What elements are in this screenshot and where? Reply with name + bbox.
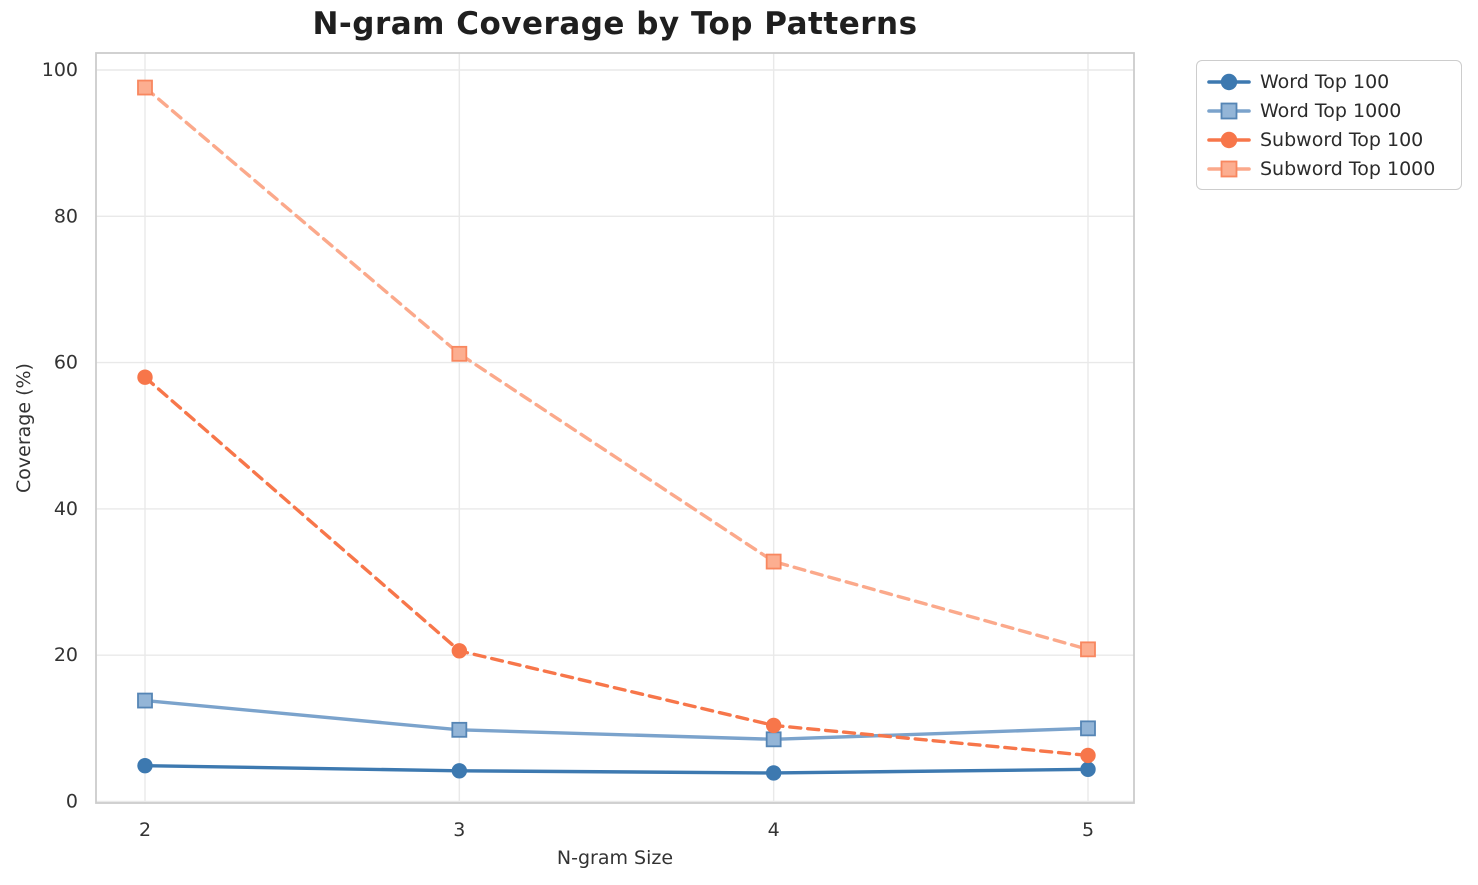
chart-title: N-gram Coverage by Top Patterns	[312, 6, 918, 42]
data-point-subword-top-100	[451, 643, 468, 659]
y-axis-label: Coverage (%)	[13, 363, 35, 493]
data-point-subword-top-1000	[1080, 641, 1096, 658]
data-point-subword-top-100	[765, 717, 782, 734]
data-point-word-top-1000	[137, 692, 153, 709]
legend-marker-circle	[1220, 131, 1238, 148]
legend: Word Top 100 Word Top 1000 Subword Top 1…	[1196, 60, 1462, 190]
data-point-word-top-100	[137, 757, 153, 774]
x-tick-label-4: 4	[768, 819, 780, 841]
legend-marker-circle	[1220, 73, 1238, 90]
data-point-subword-top-100	[137, 369, 153, 385]
legend-sample-word-top-100	[1207, 73, 1251, 90]
series-line-word-top-1000	[143, 698, 1090, 742]
data-point-subword-top-1000	[765, 553, 782, 570]
data-point-subword-top-100	[1080, 747, 1096, 764]
legend-marker-square	[1220, 102, 1238, 119]
legend-label: Word Top 1000	[1260, 99, 1402, 122]
legend-sample-word-top-1000	[1207, 102, 1251, 119]
series-line-word-top-100	[143, 763, 1090, 775]
data-point-word-top-100	[451, 763, 468, 779]
legend-sample-subword-top-100	[1207, 131, 1251, 148]
legend-item-subword-top-100: Subword Top 100	[1207, 129, 1451, 151]
x-axis-label: N-gram Size	[556, 847, 674, 869]
plot-background	[96, 53, 1134, 803]
legend-item-word-top-100: Word Top 100	[1207, 71, 1451, 93]
data-point-subword-top-1000	[137, 79, 153, 96]
legend-label: Word Top 100	[1260, 70, 1390, 93]
legend-sample-subword-top-1000	[1207, 160, 1251, 177]
data-point-word-top-100	[1080, 761, 1096, 778]
legend-item-subword-top-1000: Subword Top 1000	[1207, 158, 1451, 180]
y-tick-label-0: 0	[66, 791, 78, 813]
legend-item-word-top-1000: Word Top 1000	[1207, 100, 1451, 122]
data-point-word-top-1000	[451, 721, 468, 738]
x-tick-label-2: 2	[139, 819, 151, 841]
legend-marker-square	[1220, 160, 1238, 177]
series-line-subword-top-100	[143, 375, 1090, 758]
data-point-subword-top-1000	[451, 345, 468, 362]
axes-frame	[95, 52, 1135, 804]
y-tick-label-100: 100	[42, 59, 78, 81]
x-tick-label-5: 5	[1082, 819, 1094, 841]
legend-label: Subword Top 100	[1260, 128, 1424, 151]
y-tick-label-40: 40	[54, 498, 78, 520]
data-point-word-top-1000	[1080, 720, 1096, 737]
data-point-word-top-1000	[765, 731, 782, 748]
legend-label: Subword Top 1000	[1260, 157, 1436, 180]
y-tick-label-60: 60	[54, 352, 78, 374]
series-line-subword-top-1000	[143, 85, 1090, 652]
y-tick-label-80: 80	[54, 205, 78, 227]
x-tick-label-3: 3	[453, 819, 465, 841]
data-point-word-top-100	[765, 765, 782, 781]
y-tick-label-20: 20	[54, 644, 78, 666]
